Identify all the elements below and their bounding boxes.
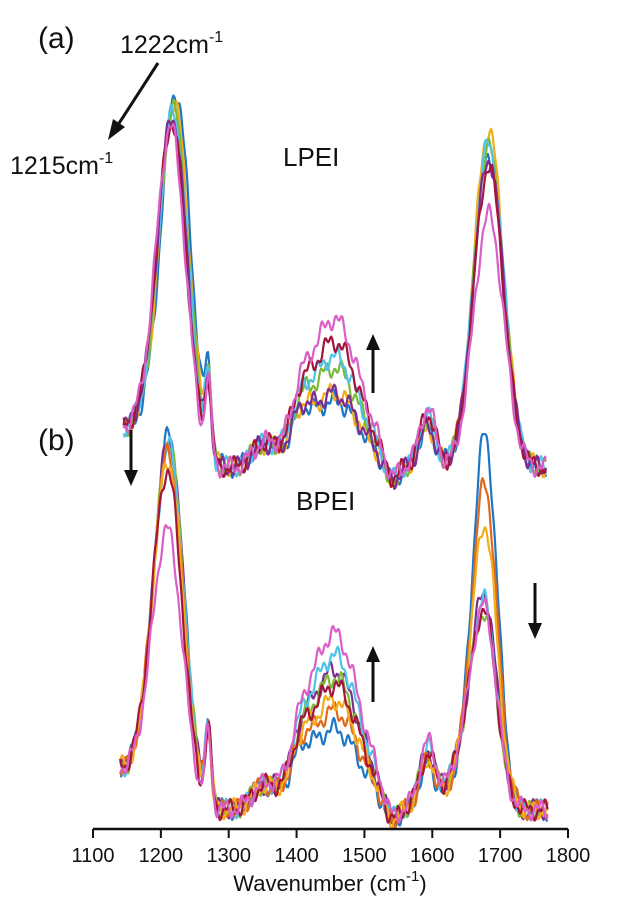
panel-a: (a) LPEI 1222cm-1 1215cm-1 [10,22,548,490]
panel-a-curves [122,94,548,490]
panel-b-sample-label: BPEI [296,486,355,516]
panel-a-sample-label: LPEI [283,142,339,172]
x-tick-label: 1400 [274,845,319,867]
panel-b-right-down-arrow [528,583,542,639]
panel-b-left-down-arrow [124,430,138,486]
x-tick-label: 1100 [71,845,114,867]
x-tick-label: 1700 [478,845,523,867]
x-tick-label: 1600 [410,845,455,867]
panel-b-label: (b) [38,424,75,457]
x-tick-label: 1200 [139,845,184,867]
spectrum-line-b-7 [119,468,549,824]
panel-a-up-arrow [366,334,380,393]
x-tick-label: 1800 [546,845,591,867]
x-axis-title-main: Wavenumber (cm [233,871,406,896]
spectrum-line-b-8 [119,524,549,824]
panel-b-curves [119,426,549,831]
shift-direction-arrow [108,62,160,140]
x-tick-label: 1300 [206,845,251,867]
x-axis-title-close: ) [419,871,426,896]
panel-b-mid-up-arrow [366,646,380,702]
x-axis: 1100 1200 1300 1400 1500 1600 1700 1800 [71,827,591,867]
start-shift-label: 1222cm-1 [120,29,223,59]
x-axis-title-sup: -1 [406,868,419,885]
panel-a-label: (a) [38,22,75,55]
x-axis-title: Wavenumber (cm-1) [233,868,426,896]
end-shift-label: 1215cm-1 [10,150,113,180]
panel-b: (b) BPEI [38,424,549,831]
x-tick-label: 1500 [342,845,387,867]
spectrum-line-a-7 [122,122,547,480]
